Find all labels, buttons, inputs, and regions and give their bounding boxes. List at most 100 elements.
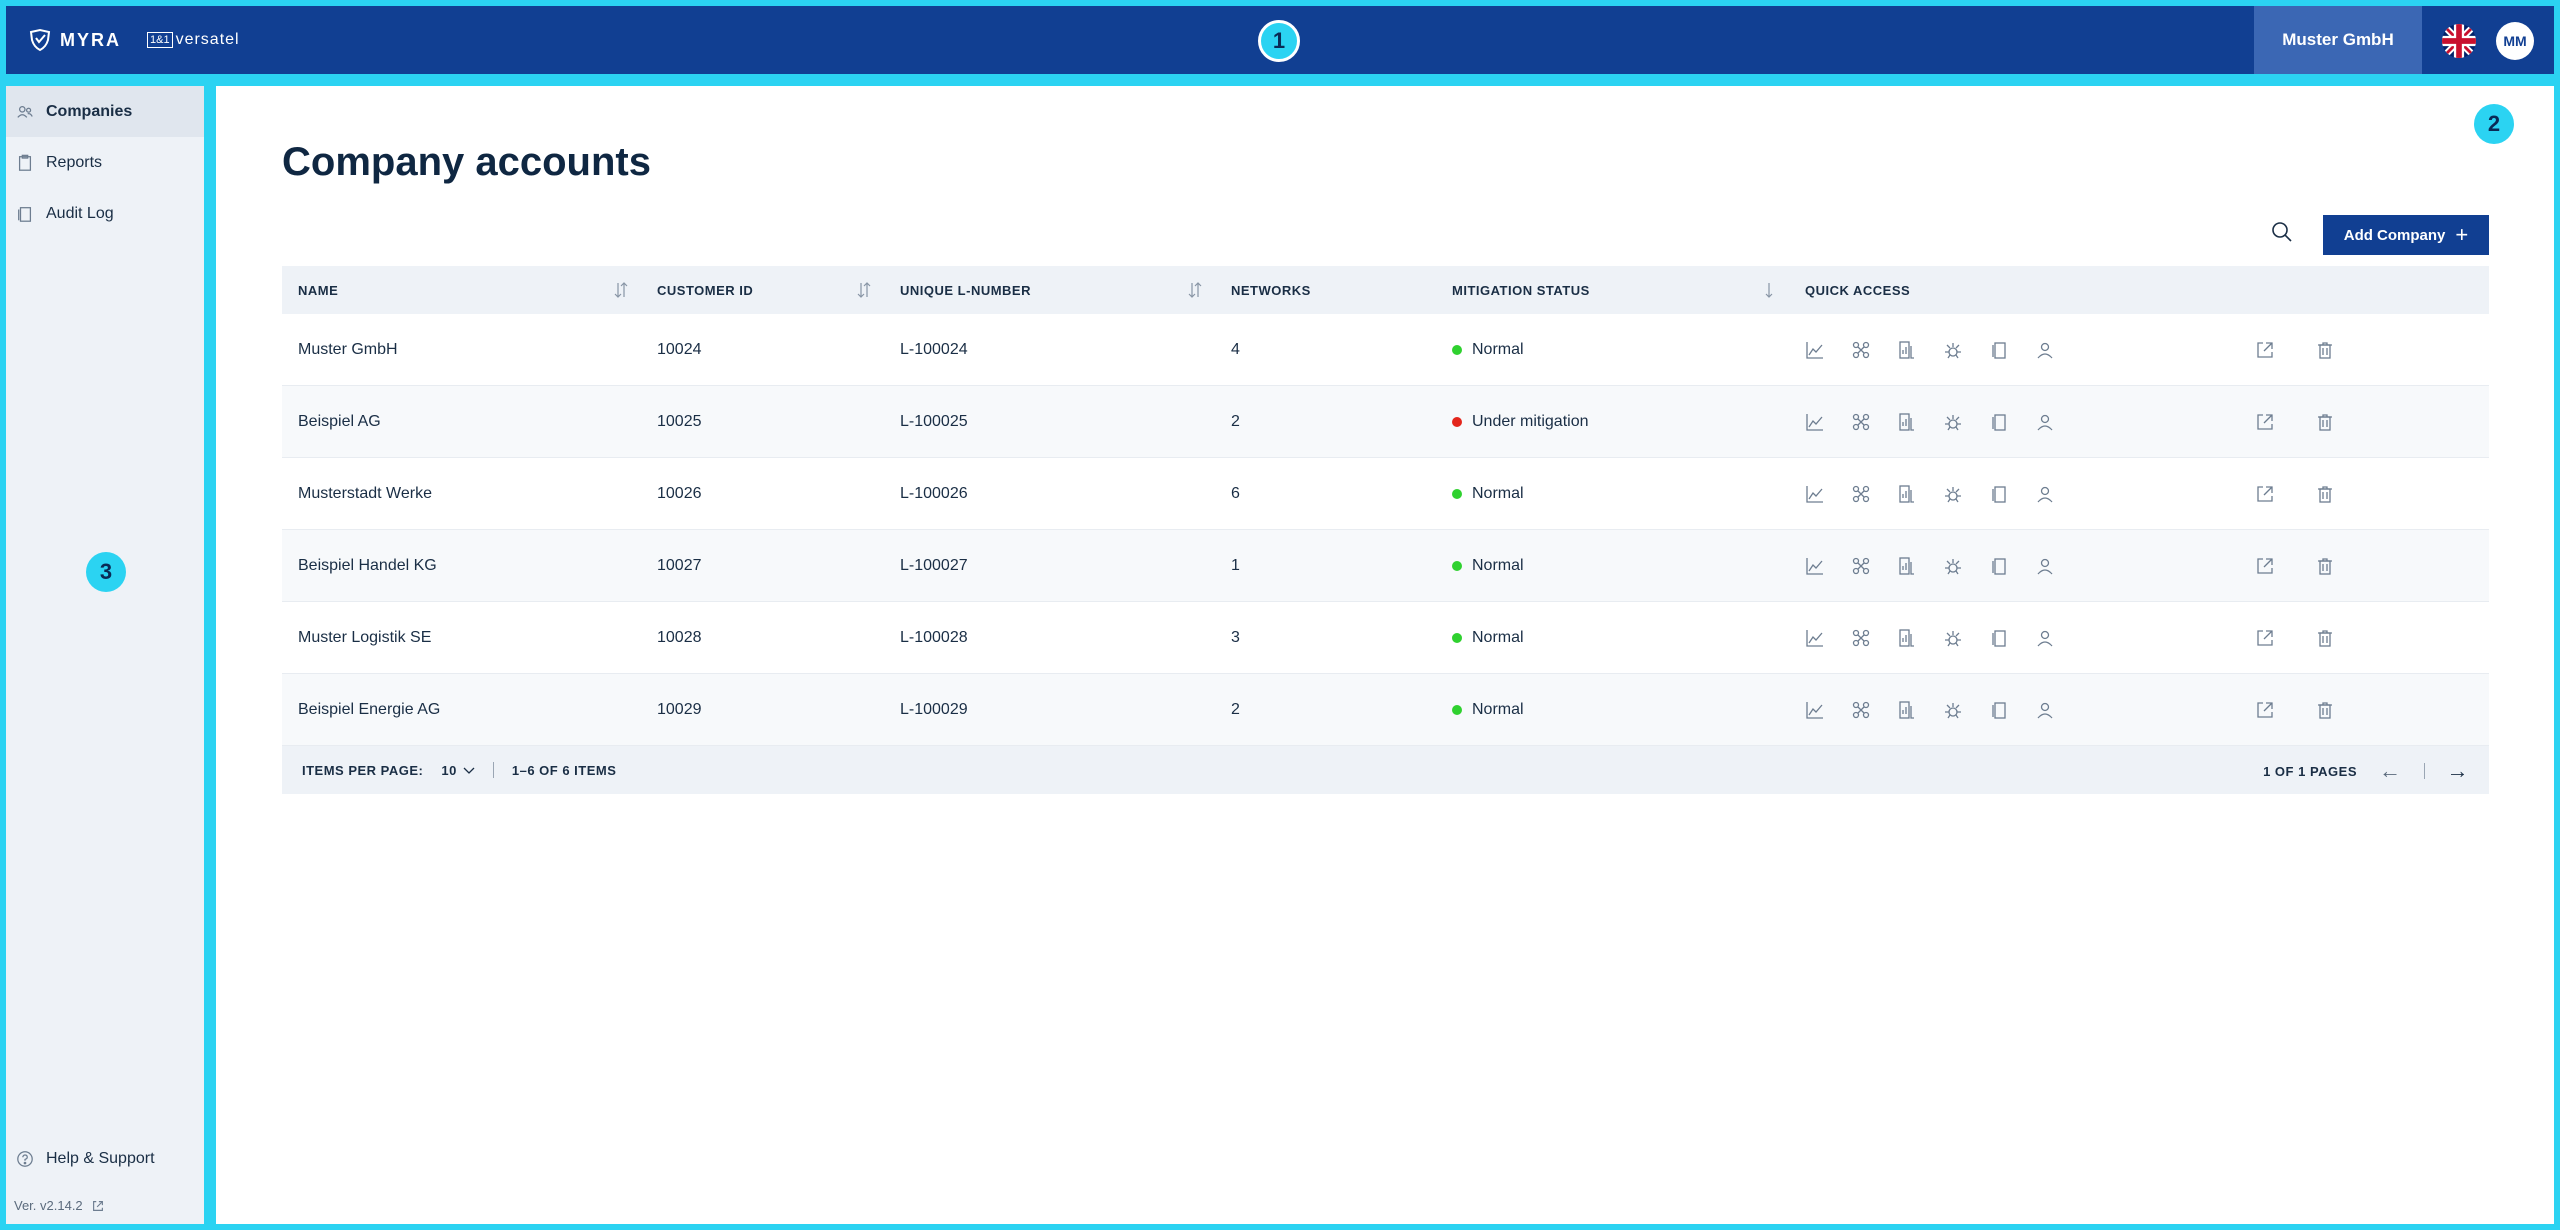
- trash-icon[interactable]: [2315, 412, 2335, 432]
- edit-icon[interactable]: [2255, 700, 2275, 720]
- user-icon[interactable]: [2035, 412, 2055, 432]
- column-header-customer-id[interactable]: CUSTOMER ID: [641, 266, 884, 314]
- chart-icon[interactable]: [1805, 556, 1825, 576]
- document-icon[interactable]: [1989, 700, 2009, 720]
- network-icon[interactable]: [1851, 700, 1871, 720]
- trash-icon[interactable]: [2315, 556, 2335, 576]
- column-label: NAME: [298, 282, 339, 298]
- table-row[interactable]: Beispiel AG 10025 L-100025 2 Under mitig…: [282, 385, 2489, 458]
- shield-icon: [29, 28, 51, 52]
- company-switcher[interactable]: Muster GmbH: [2254, 6, 2422, 74]
- page-title: Company accounts: [282, 140, 651, 184]
- report-icon[interactable]: [1897, 340, 1917, 360]
- report-icon[interactable]: [1897, 412, 1917, 432]
- table-row[interactable]: Muster GmbH 10024 L-100024 4 Normal: [282, 314, 2489, 386]
- edit-icon[interactable]: [2255, 484, 2275, 504]
- user-icon[interactable]: [2035, 628, 2055, 648]
- report-icon[interactable]: [1897, 556, 1917, 576]
- user-icon[interactable]: [2035, 484, 2055, 504]
- user-icon[interactable]: [2035, 556, 2055, 576]
- chart-icon[interactable]: [1805, 700, 1825, 720]
- shield-attack-icon[interactable]: [1943, 556, 1963, 576]
- cell-mitigation-status: Under mitigation: [1436, 385, 1789, 458]
- network-icon[interactable]: [1851, 484, 1871, 504]
- trash-icon[interactable]: [2315, 484, 2335, 504]
- items-per-page-select[interactable]: 10: [441, 763, 475, 778]
- shield-attack-icon[interactable]: [1943, 484, 1963, 504]
- search-icon[interactable]: [2270, 220, 2294, 244]
- column-header-mitigation-status[interactable]: MITIGATION STATUS: [1436, 266, 1789, 314]
- user-icon[interactable]: [2035, 340, 2055, 360]
- sort-icon[interactable]: [613, 281, 629, 299]
- table-row[interactable]: Beispiel Energie AG 10029 L-100029 2 Nor…: [282, 673, 2489, 746]
- cell-customer-id: 10029: [641, 673, 884, 746]
- cell-actions: [2239, 529, 2489, 602]
- add-company-label: Add Company: [2343, 226, 2446, 244]
- report-icon[interactable]: [1897, 700, 1917, 720]
- trash-icon[interactable]: [2315, 340, 2335, 360]
- page-count: 1 OF 1 PAGES: [2263, 763, 2357, 779]
- sidebar-item-companies[interactable]: Companies: [6, 86, 204, 137]
- document-icon: [18, 206, 32, 222]
- document-icon[interactable]: [1989, 628, 2009, 648]
- chart-icon[interactable]: [1805, 340, 1825, 360]
- document-icon[interactable]: [1989, 340, 2009, 360]
- shield-attack-icon[interactable]: [1943, 340, 1963, 360]
- previous-page-button[interactable]: ←: [2379, 758, 2402, 783]
- network-icon[interactable]: [1851, 556, 1871, 576]
- document-icon[interactable]: [1989, 412, 2009, 432]
- sort-down-icon[interactable]: [1761, 281, 1777, 299]
- sort-icon[interactable]: [856, 281, 872, 299]
- network-icon[interactable]: [1851, 628, 1871, 648]
- table-row[interactable]: Beispiel Handel KG 10027 L-100027 1 Norm…: [282, 529, 2489, 602]
- edit-icon[interactable]: [2255, 340, 2275, 360]
- add-company-button[interactable]: Add Company +: [2323, 215, 2489, 255]
- divider: [2423, 763, 2425, 779]
- chart-icon[interactable]: [1805, 412, 1825, 432]
- avatar[interactable]: MM: [2496, 22, 2534, 60]
- sidebar-item-audit-log[interactable]: Audit Log: [6, 188, 204, 239]
- trash-icon[interactable]: [2315, 700, 2335, 720]
- help-label: Help & Support: [46, 1150, 155, 1167]
- status-dot: [1452, 488, 1462, 499]
- edit-icon[interactable]: [2255, 556, 2275, 576]
- shield-attack-icon[interactable]: [1943, 628, 1963, 648]
- next-page-button[interactable]: →: [2446, 758, 2469, 783]
- help-support-link[interactable]: Help & Support: [16, 1150, 155, 1168]
- annotation-badge-1: 1: [1258, 20, 1300, 62]
- column-header-name[interactable]: NAME: [282, 266, 641, 314]
- cell-l-number: L-100026: [884, 457, 1215, 530]
- edit-icon[interactable]: [2255, 412, 2275, 432]
- sidebar-item-label: Reports: [46, 153, 103, 171]
- cell-name: Musterstadt Werke: [282, 457, 641, 530]
- report-icon[interactable]: [1897, 628, 1917, 648]
- sort-icon[interactable]: [1187, 281, 1203, 299]
- table-row[interactable]: Musterstadt Werke 10026 L-100026 6 Norma…: [282, 457, 2489, 530]
- edit-icon[interactable]: [2255, 628, 2275, 648]
- shield-attack-icon[interactable]: [1943, 412, 1963, 432]
- companies-table: NAME CUSTOMER ID UNIQUE L-NUMBER NETWORK…: [282, 266, 2489, 746]
- column-header-l-number[interactable]: UNIQUE L-NUMBER: [884, 266, 1215, 314]
- network-icon[interactable]: [1851, 412, 1871, 432]
- sidebar-item-reports[interactable]: Reports: [6, 137, 204, 188]
- trash-icon[interactable]: [2315, 628, 2335, 648]
- shield-attack-icon[interactable]: [1943, 700, 1963, 720]
- cell-quick-access: [1789, 457, 2239, 530]
- table-row[interactable]: Muster Logistik SE 10028 L-100028 3 Norm…: [282, 601, 2489, 674]
- cell-mitigation-status: Normal: [1436, 457, 1789, 530]
- document-icon[interactable]: [1989, 556, 2009, 576]
- status-dot: [1452, 344, 1462, 355]
- sidebar: Companies Reports Audit Log 3 Help & Sup…: [6, 86, 204, 1224]
- cell-quick-access: [1789, 673, 2239, 746]
- report-icon[interactable]: [1897, 484, 1917, 504]
- brand-logo[interactable]: MYRA 1&1 versatel: [28, 28, 240, 52]
- chart-icon[interactable]: [1805, 484, 1825, 504]
- partner-box: 1&1: [147, 32, 173, 48]
- chart-icon[interactable]: [1805, 628, 1825, 648]
- document-icon[interactable]: [1989, 484, 2009, 504]
- user-icon[interactable]: [2035, 700, 2055, 720]
- status-label: Under mitigation: [1472, 412, 1589, 430]
- version-link[interactable]: Ver. v2.14.2: [14, 1198, 105, 1213]
- network-icon[interactable]: [1851, 340, 1871, 360]
- language-flag-icon[interactable]: [2442, 24, 2476, 58]
